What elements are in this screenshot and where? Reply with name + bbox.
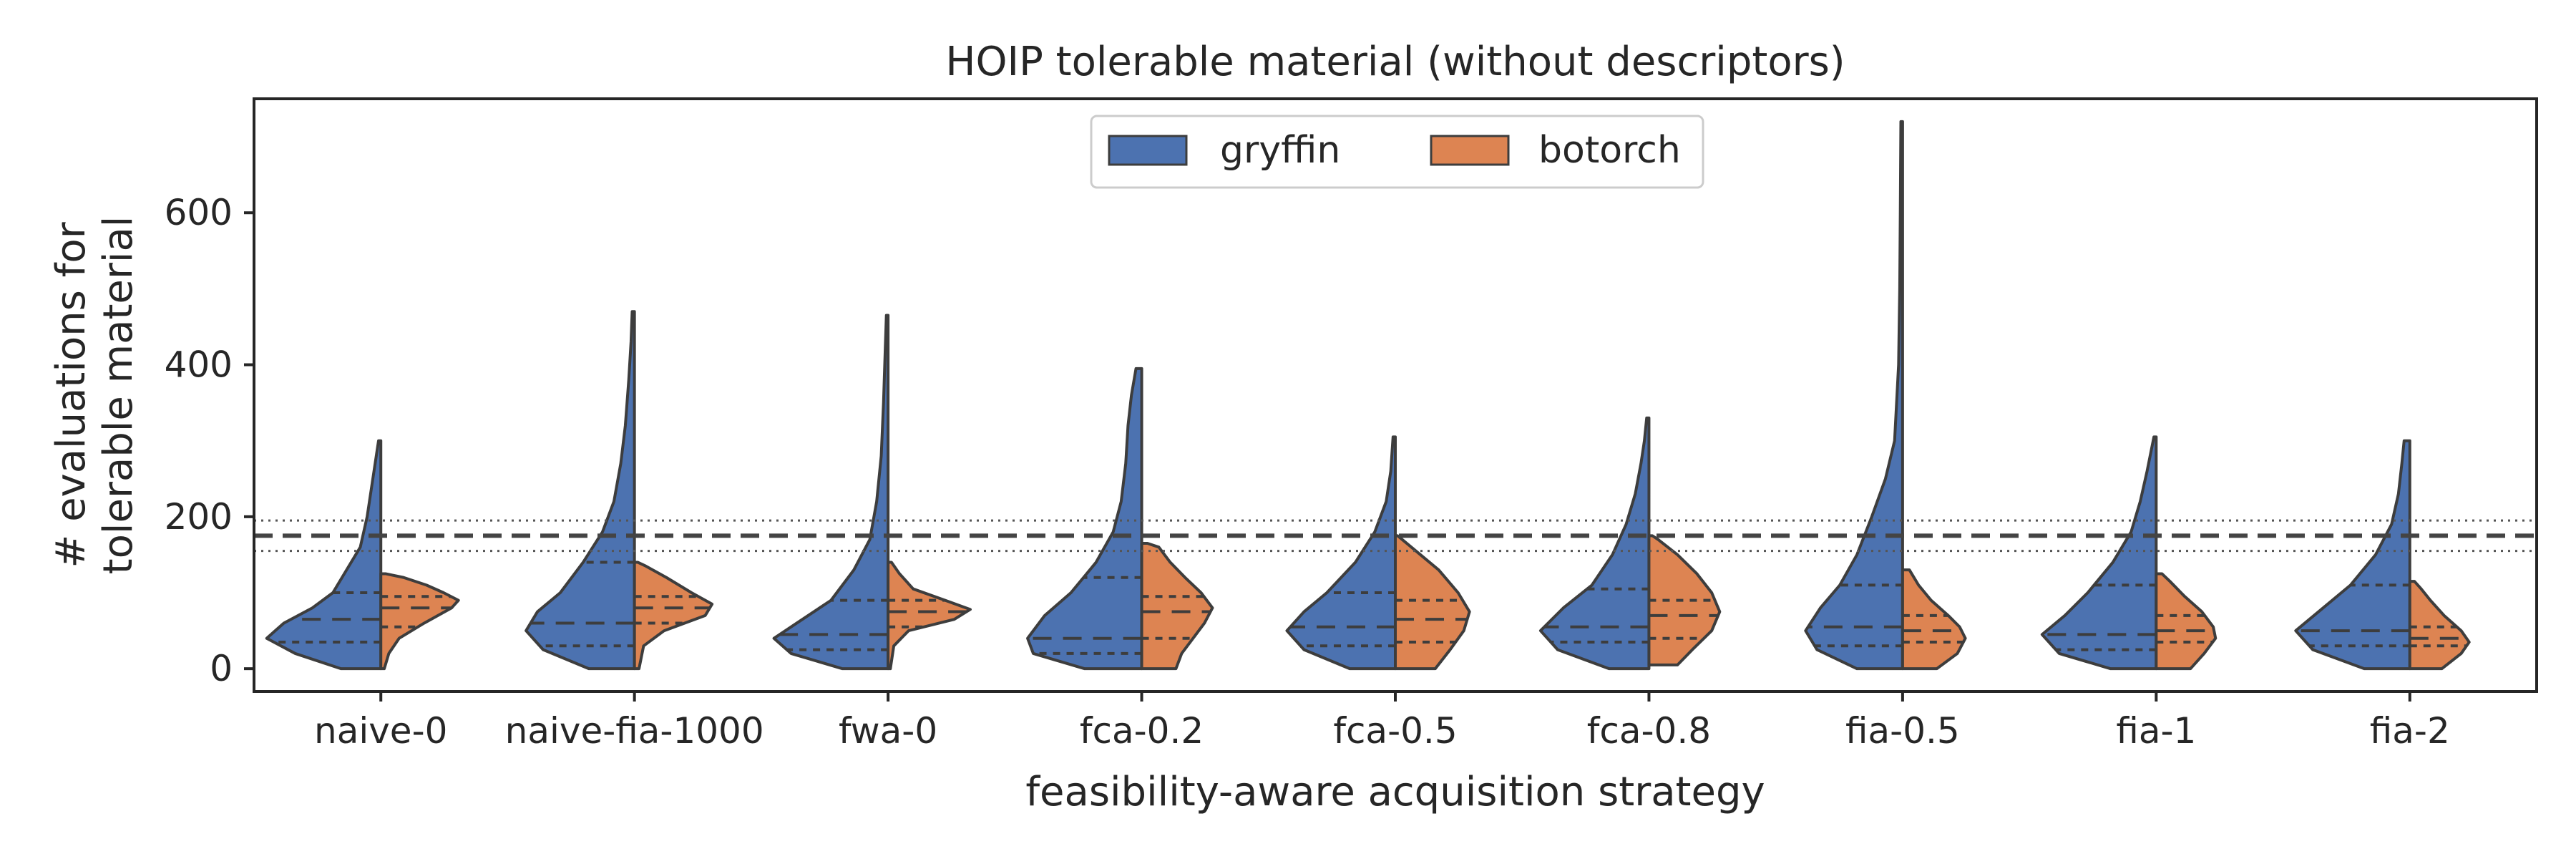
violin-botorch-fca-0.8 — [1647, 534, 1722, 666]
legend-label-gryffin: gryffin — [1220, 129, 1340, 172]
violin-layer — [265, 120, 2471, 671]
violin-gryffin-naive-fia-1000 — [525, 310, 636, 671]
violin-gryffin-naive-0 — [265, 439, 383, 671]
violin-gryffin-fca-0.8 — [1538, 416, 1651, 671]
violin-botorch-fia-1 — [2155, 572, 2218, 671]
legend-box — [1090, 115, 1704, 189]
legend-swatch-gryffin — [1108, 135, 1188, 166]
x-tick-label: fca-0.2 — [1080, 710, 1204, 752]
y-tick-label: 600 — [165, 192, 233, 233]
violin-gryffin-fca-0.2 — [1026, 367, 1143, 671]
violin-gryffin-fia-2 — [2294, 439, 2411, 671]
x-tick-label: fia-1 — [2116, 710, 2196, 752]
legend-swatch-botorch — [1430, 135, 1510, 166]
x-tick-label: naive-fia-1000 — [505, 710, 764, 752]
legend: gryffin botorch — [1090, 115, 1704, 189]
violin-botorch-fwa-0 — [887, 560, 972, 671]
x-tick-label: fwa-0 — [839, 710, 937, 752]
violin-gryffin-fca-0.5 — [1285, 435, 1397, 671]
violin-gryffin-fwa-0 — [772, 314, 890, 671]
y-axis-label-line-1: # evaluations for — [48, 221, 94, 568]
chart-title: HOIP tolerable material (without descrip… — [945, 39, 1845, 85]
x-tick-label: naive-0 — [314, 710, 447, 752]
x-tick-label: fca-0.5 — [1333, 710, 1457, 752]
y-axis: 0 200 400 600 — [165, 192, 254, 689]
y-axis-label-line-2: tolerable material — [95, 216, 142, 575]
y-tick-label: 200 — [165, 496, 233, 538]
x-tick-label: fia-2 — [2370, 710, 2450, 752]
violin-botorch-fca-0.5 — [1394, 534, 1471, 671]
legend-label-botorch: botorch — [1538, 129, 1681, 172]
x-tick-label: fca-0.8 — [1587, 710, 1711, 752]
violin-gryffin-fia-0.5 — [1804, 120, 1904, 671]
y-tick-label: 0 — [210, 648, 233, 689]
y-tick-label: 400 — [165, 344, 233, 386]
x-tick-label: fia-0.5 — [1845, 710, 1960, 752]
x-axis-label: feasibility-aware acquisition strategy — [1025, 769, 1765, 815]
reference-lines — [254, 519, 2537, 553]
x-axis: naive-0 naive-fia-1000 fwa-0 fca-0.2 fca-0.5… — [314, 691, 2450, 752]
violin-botorch-fia-0.5 — [1901, 568, 1967, 671]
violin-botorch-naive-fia-1000 — [633, 560, 714, 671]
